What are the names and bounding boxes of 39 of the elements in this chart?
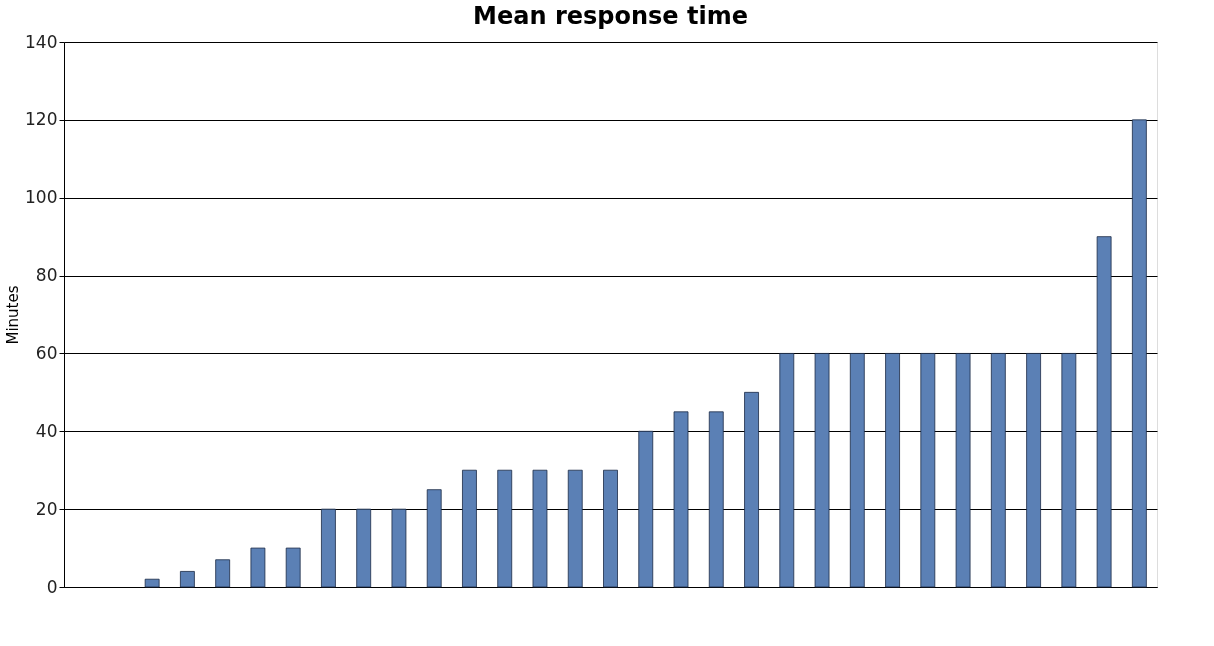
bar <box>885 353 900 588</box>
bar <box>744 391 759 588</box>
bar <box>532 469 548 588</box>
bar <box>1096 236 1112 588</box>
bar <box>1061 353 1077 588</box>
y-tick-label: 100 <box>25 187 58 208</box>
y-tick-label: 80 <box>35 265 58 286</box>
bar <box>462 469 477 588</box>
bar <box>603 469 618 588</box>
bar <box>391 508 407 588</box>
bar <box>215 559 231 588</box>
bar <box>144 578 160 588</box>
bar <box>426 489 442 588</box>
bar <box>673 411 689 588</box>
y-tick-label: 140 <box>25 31 58 52</box>
bar <box>180 571 195 588</box>
bar <box>920 353 936 588</box>
bar <box>1131 119 1147 588</box>
bar <box>1026 353 1041 588</box>
y-tick-label: 60 <box>35 342 58 363</box>
bar <box>497 469 513 588</box>
bar <box>285 547 301 588</box>
bar <box>990 353 1006 588</box>
bar <box>779 353 795 588</box>
bar <box>567 469 583 588</box>
bar <box>638 430 654 588</box>
y-axis-title: Minutes <box>4 285 23 345</box>
chart-title: Mean response time <box>473 2 748 30</box>
y-tick-label: 40 <box>35 420 58 441</box>
bar <box>708 411 724 588</box>
y-tick-label: 120 <box>25 109 58 130</box>
bar <box>356 508 372 588</box>
bar <box>849 353 865 588</box>
y-tick-label: 0 <box>46 576 58 597</box>
y-tick-label: 20 <box>35 498 58 519</box>
bar <box>250 547 266 588</box>
bar <box>814 353 830 588</box>
bar <box>955 353 971 588</box>
bar <box>321 508 336 588</box>
